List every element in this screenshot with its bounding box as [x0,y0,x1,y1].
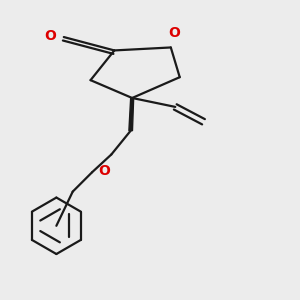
Polygon shape [129,98,134,131]
Text: O: O [44,28,56,43]
Text: O: O [98,164,110,178]
Text: O: O [168,26,180,40]
